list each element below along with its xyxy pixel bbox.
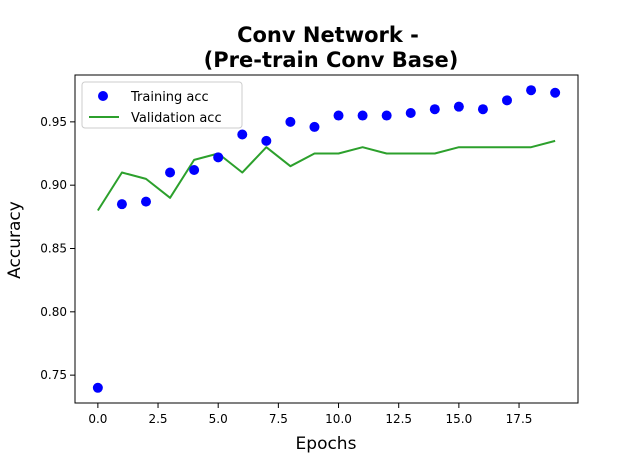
training-acc-point: [213, 152, 224, 163]
training-acc-point: [526, 85, 537, 96]
x-tick-label: 12.5: [385, 412, 412, 426]
training-acc-point: [550, 87, 561, 98]
plot-area: [92, 85, 561, 393]
training-acc-point: [285, 116, 296, 127]
x-tick-label: 0.0: [88, 412, 107, 426]
legend-marker-training: [98, 91, 108, 101]
training-acc-point: [429, 104, 440, 115]
y-tick-label: 0.85: [40, 241, 67, 255]
training-acc-point: [141, 196, 151, 207]
y-tick-label: 0.80: [40, 305, 67, 319]
legend-label-validation: Validation acc: [131, 111, 222, 126]
training-acc-point: [309, 121, 320, 132]
x-tick-label: 15.0: [446, 412, 473, 426]
x-tick-label: 7.5: [269, 412, 288, 426]
x-tick-label: 2.5: [148, 412, 167, 426]
x-axis-label: Epochs: [296, 434, 357, 454]
legend-label-training: Training acc: [130, 90, 209, 105]
x-tick-label: 17.5: [506, 412, 533, 426]
training-acc-point: [333, 110, 344, 121]
x-tick-label: 5.0: [209, 412, 228, 426]
chart-title-line-1: Conv Network -: [237, 23, 419, 47]
training-acc-point: [357, 110, 368, 121]
y-tick-label: 0.90: [40, 178, 67, 192]
training-acc-point: [453, 101, 464, 112]
x-axis-ticks: 0.0 2.5 5.0 7.5 10.0 12.5 15.0 17.5: [88, 403, 532, 426]
training-acc-point: [502, 95, 512, 106]
y-axis-label: Accuracy: [5, 201, 25, 279]
legend: Training acc Validation acc: [81, 81, 243, 129]
training-acc-point: [165, 167, 176, 178]
training-acc-point: [116, 199, 127, 210]
y-tick-label: 0.75: [40, 368, 67, 382]
x-tick-label: 10.0: [325, 412, 352, 426]
training-acc-point: [92, 382, 103, 393]
legend-box: [81, 81, 243, 129]
training-acc-point: [381, 110, 392, 121]
training-acc-point: [405, 107, 416, 118]
y-axis-ticks: 0.75 0.80 0.85 0.90 0.95: [40, 115, 75, 382]
training-acc-point: [477, 104, 488, 115]
plot-frame: [74, 74, 579, 404]
chart-title-line-2: (Pre-train Conv Base): [204, 48, 459, 72]
training-acc-point: [189, 164, 200, 175]
validation-acc-line: [97, 139, 556, 212]
y-tick-label: 0.95: [40, 115, 67, 129]
training-acc-point: [237, 129, 248, 140]
training-acc-point: [261, 135, 272, 146]
